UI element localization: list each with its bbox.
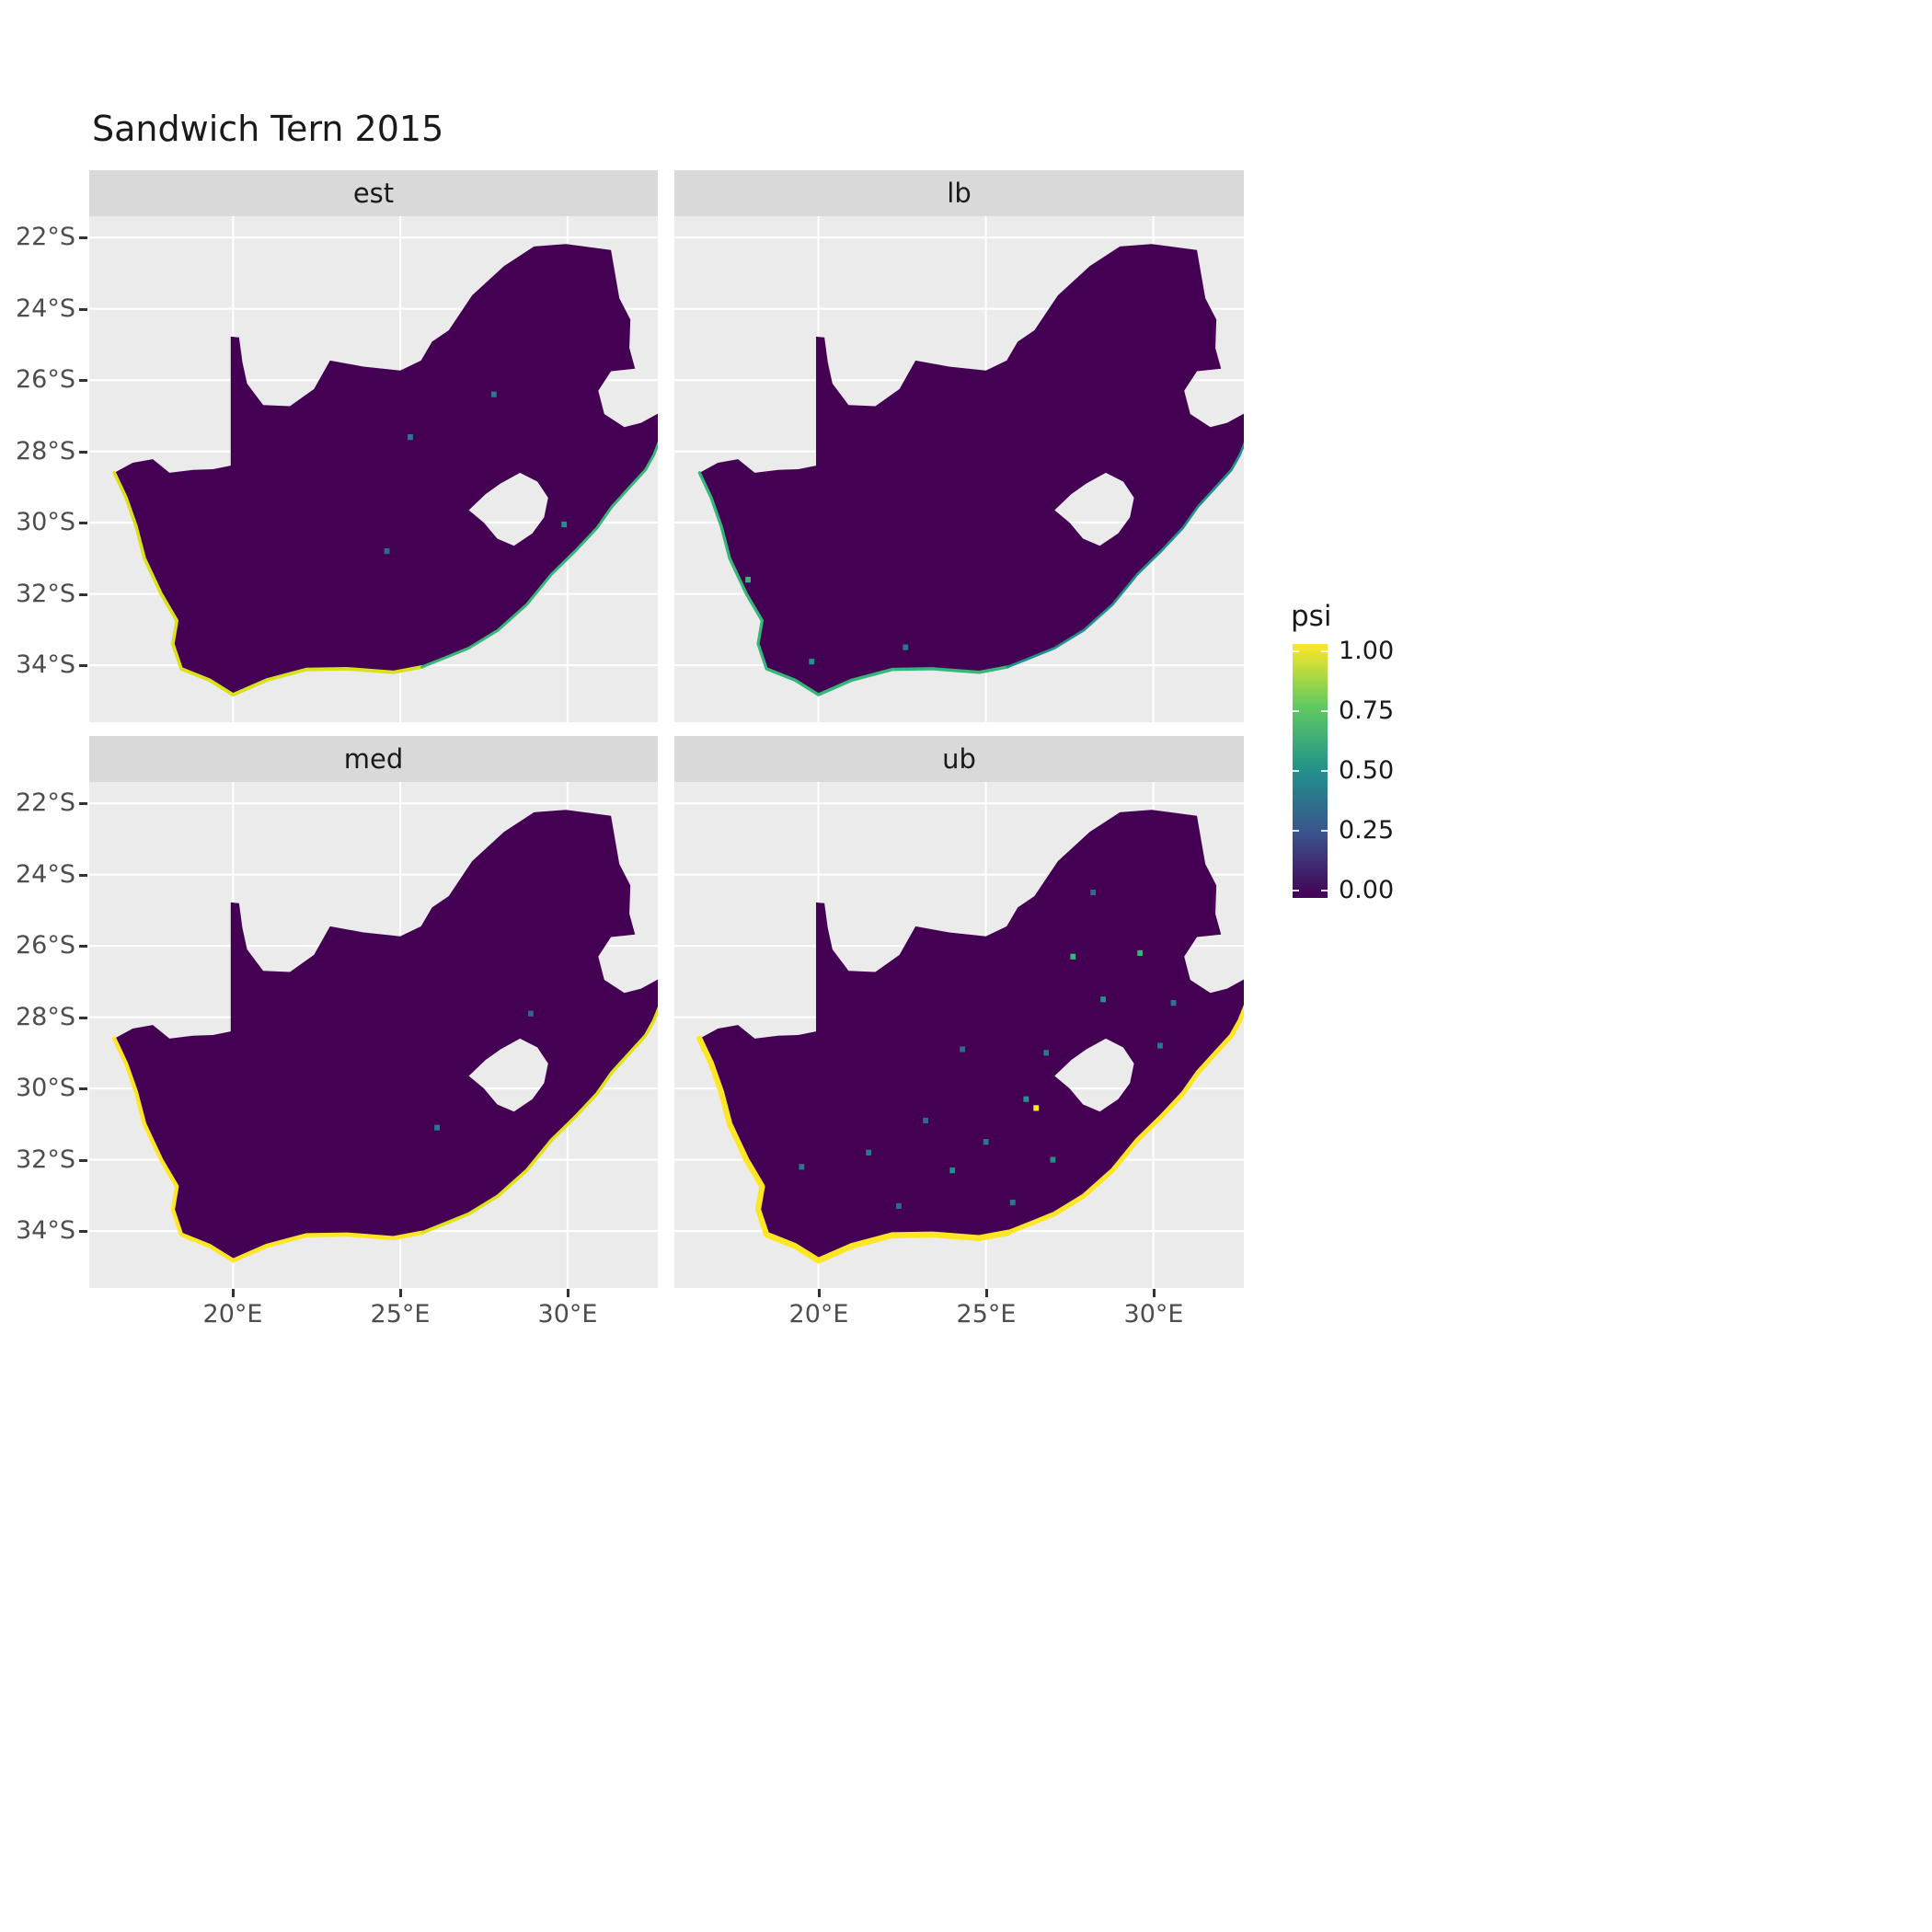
legend-tick-mark <box>1293 830 1299 832</box>
facet-panel-ub <box>674 782 1244 1288</box>
x-tick-label: 30°E <box>537 1300 598 1328</box>
x-tick-label: 20°E <box>788 1300 849 1328</box>
legend-tick-mark <box>1321 890 1328 891</box>
x-tick-mark <box>567 1289 569 1297</box>
legend-title: psi <box>1291 600 1332 633</box>
legend-tick-mark <box>1293 650 1299 652</box>
legend-tick-mark <box>1321 650 1328 652</box>
legend-tick-mark <box>1293 710 1299 712</box>
legend-tick-mark <box>1293 890 1299 891</box>
facet-strip-est: est <box>89 170 658 216</box>
y-tick-label: 24°S <box>16 294 75 323</box>
y-tick-label: 28°S <box>16 1003 75 1031</box>
south-africa-raster <box>699 810 1244 1261</box>
facet-panel-est <box>89 216 658 722</box>
y-tick-mark <box>79 308 87 311</box>
y-tick-mark <box>79 802 87 805</box>
legend-tick-mark <box>1321 710 1328 712</box>
facet-strip-ub: ub <box>674 736 1244 782</box>
y-tick-label: 30°S <box>16 508 75 536</box>
legend-tick-label: 0.25 <box>1339 816 1395 845</box>
map-med <box>89 782 658 1288</box>
y-tick-label: 22°S <box>16 788 75 817</box>
y-tick-mark <box>79 451 87 454</box>
y-tick-mark <box>79 945 87 948</box>
x-tick-label: 25°E <box>956 1300 1017 1328</box>
y-tick-mark <box>79 236 87 239</box>
x-tick-label: 25°E <box>370 1300 431 1328</box>
y-tick-mark <box>79 1159 87 1162</box>
legend-tick-label: 1.00 <box>1339 637 1395 665</box>
south-africa-raster <box>114 244 658 696</box>
map-lb <box>674 216 1244 722</box>
facet-strip-label: ub <box>942 743 976 775</box>
facet-panel-med <box>89 782 658 1288</box>
y-tick-label: 34°S <box>16 1216 75 1245</box>
raster-speckles <box>434 1010 534 1131</box>
y-tick-mark <box>79 1230 87 1233</box>
legend-tick-mark <box>1293 770 1299 772</box>
map-ub <box>674 782 1244 1288</box>
y-tick-label: 28°S <box>16 437 75 466</box>
facet-strip-lb: lb <box>674 170 1244 216</box>
y-tick-label: 22°S <box>16 223 75 251</box>
y-tick-label: 34°S <box>16 650 75 679</box>
facet-strip-label: med <box>343 743 404 775</box>
y-tick-mark <box>79 522 87 524</box>
legend-tick-label: 0.00 <box>1339 876 1395 904</box>
x-tick-mark <box>985 1289 988 1297</box>
x-tick-mark <box>1153 1289 1156 1297</box>
facet-strip-label: est <box>352 178 395 209</box>
facet-strip-label: lb <box>947 178 972 209</box>
y-tick-label: 32°S <box>16 1145 75 1174</box>
legend-colorbar <box>1293 644 1328 898</box>
y-tick-label: 30°S <box>16 1074 75 1102</box>
y-tick-mark <box>79 379 87 382</box>
plot-title: Sandwich Tern 2015 <box>92 109 444 149</box>
x-tick-label: 20°E <box>202 1300 263 1328</box>
y-tick-mark <box>79 664 87 667</box>
legend-tick-label: 0.75 <box>1339 696 1395 725</box>
raster-speckles <box>384 391 568 555</box>
raster-speckles <box>799 889 1177 1210</box>
x-tick-mark <box>818 1289 821 1297</box>
x-tick-mark <box>399 1289 402 1297</box>
raster-speckles <box>745 576 909 665</box>
south-africa-raster <box>699 244 1244 696</box>
facet-strip-med: med <box>89 736 658 782</box>
y-tick-label: 26°S <box>16 365 75 394</box>
y-tick-mark <box>79 874 87 877</box>
y-tick-label: 32°S <box>16 580 75 608</box>
legend-tick-mark <box>1321 770 1328 772</box>
x-tick-label: 30°E <box>1123 1300 1184 1328</box>
y-tick-mark <box>79 1017 87 1019</box>
legend-tick-mark <box>1321 830 1328 832</box>
south-africa-raster <box>114 810 658 1261</box>
facet-panel-lb <box>674 216 1244 722</box>
y-tick-mark <box>79 1087 87 1090</box>
x-tick-mark <box>232 1289 235 1297</box>
y-tick-label: 26°S <box>16 931 75 960</box>
map-est <box>89 216 658 722</box>
y-tick-mark <box>79 593 87 596</box>
legend-tick-label: 0.50 <box>1339 756 1395 785</box>
y-tick-label: 24°S <box>16 860 75 889</box>
